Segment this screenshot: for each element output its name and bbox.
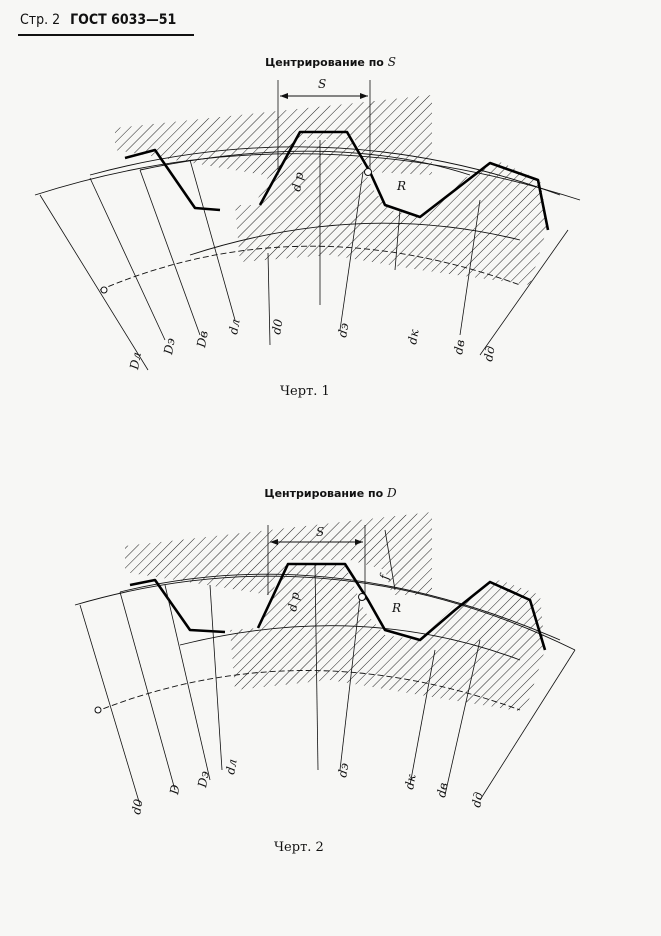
figure2-radial-lines: [79, 525, 576, 806]
figure2-center-point: [94, 706, 102, 714]
page-number: Стр. 2: [20, 12, 61, 28]
figure1-label-dv: Dв: [194, 330, 211, 350]
figure1-title-var: S: [387, 55, 396, 69]
figure1-label-dl: Dл: [127, 351, 144, 371]
figure2-spline-profile: [129, 562, 547, 651]
figure2-arc-1: [74, 575, 576, 651]
figure1-shaft-hatch: [235, 140, 548, 285]
figure1-arc-2: [89, 146, 561, 196]
figure2-label-s: S: [316, 525, 324, 539]
figure2-label-d0: d0: [129, 798, 146, 816]
figure1-arc-4: [189, 222, 521, 256]
figure2-pitch-point: [358, 593, 366, 601]
figure1-label-d-l: dл: [226, 318, 242, 336]
figure2-title-var: D: [387, 486, 397, 500]
figure1-label-dd: dд: [481, 345, 498, 363]
figure1-label-r: R: [396, 179, 406, 193]
figure1-center-point: [100, 286, 108, 294]
figure2-hub-hatch: [125, 512, 432, 595]
figure1-label-d-e: dэ: [335, 322, 351, 339]
figure2-label-d-v: dв: [434, 782, 450, 799]
figure1-caption: Черт. 1: [280, 384, 330, 399]
figure2-label-d-e: dэ: [335, 762, 351, 779]
figure2-arc-2: [119, 573, 561, 641]
figure1-arc-3: [139, 150, 471, 176]
figure1-label-dp: d p: [289, 171, 306, 193]
figure2-title-text: Центрирование по: [264, 487, 384, 500]
figure1-title-text: Центрирование по: [265, 56, 384, 69]
figure1-title: Центрирование по S: [0, 55, 661, 69]
figure1-arc-1: [34, 153, 581, 201]
figure1-label-s: S: [318, 77, 326, 91]
figure1-radial-lines: [39, 80, 569, 371]
figure2-label-r: R: [391, 601, 401, 615]
figure2-arc-3: [179, 625, 521, 661]
figure2-label-dp: d p: [285, 591, 302, 613]
figure2-label-dd: dд: [469, 791, 486, 809]
figure2-label-f: f: [377, 571, 392, 581]
figure2-label-de: Dэ: [195, 770, 212, 790]
figure2-arc-4: [94, 670, 521, 713]
figure1-drawing: S R d p Dл Dэ Dв dл d0 dэ dк dв dд: [34, 77, 581, 372]
figure1-hub-hatch: [115, 95, 432, 178]
figure2-label-d-big: D: [167, 783, 183, 796]
standard-number: ГОСТ 6033—51: [70, 12, 177, 28]
figure2-drawing: S R f d p d0 D Dэ dл dэ dк dв dд: [74, 512, 576, 816]
figure1-label-dk: dк: [405, 328, 422, 346]
figure2-label-d-l: dл: [223, 758, 239, 776]
figure2-caption: Черт. 2: [274, 840, 324, 855]
figure2-title: Центрирование по D: [0, 486, 661, 500]
figure2-label-dk: dк: [402, 773, 419, 791]
figure1-label-de: Dэ: [161, 337, 178, 357]
figure1-spline-profile: [124, 130, 550, 231]
figure1-label-d-v: dв: [451, 339, 467, 356]
figure1-label-d0: d0: [269, 318, 286, 336]
header-rule: [18, 34, 194, 36]
page-header: Стр. 2 ГОСТ 6033—51: [20, 12, 176, 28]
figure1-pitch-point: [364, 168, 372, 176]
figure1-arc-5: [99, 245, 521, 291]
